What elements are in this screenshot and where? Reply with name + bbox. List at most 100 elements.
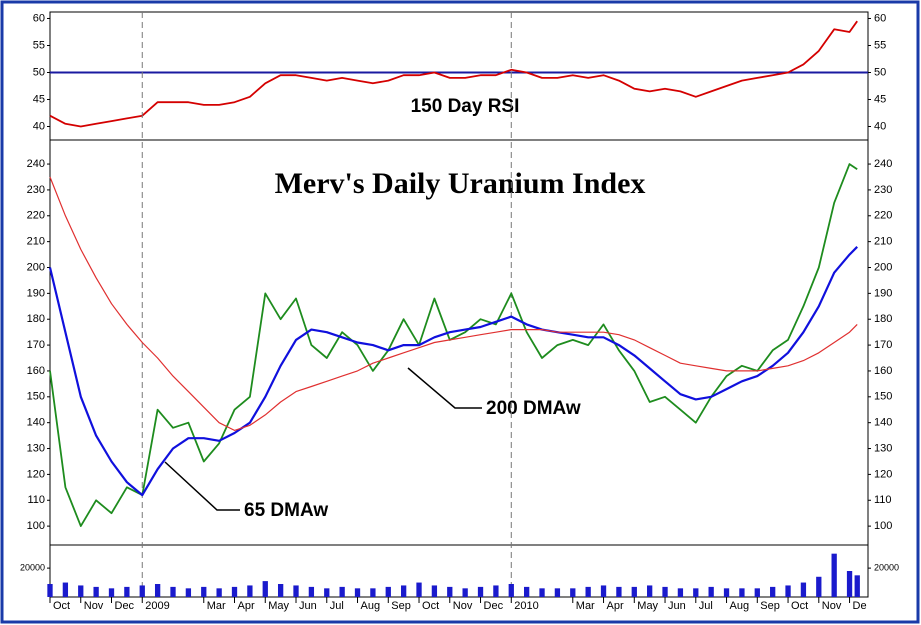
y-tick-label: 50 — [874, 66, 886, 78]
volume-bar — [62, 582, 69, 597]
y-tick-label: 110 — [874, 494, 892, 506]
volume-bar — [124, 586, 130, 597]
volume-bar — [47, 584, 53, 597]
y-tick-label: 45 — [874, 93, 886, 105]
y-tick-label: 130 — [874, 442, 892, 454]
y-tick-label: 170 — [27, 339, 45, 351]
volume-bar — [308, 586, 315, 597]
x-tick-label: Jun — [668, 600, 686, 612]
y-tick-label: 180 — [27, 313, 45, 325]
volume-bar — [78, 585, 84, 597]
volume-bar — [93, 586, 99, 597]
y-tick-label: 45 — [33, 93, 45, 105]
volume-bar — [770, 586, 776, 597]
y-tick-label: 160 — [874, 365, 892, 377]
x-tick-label: Jul — [699, 600, 713, 612]
x-tick-label: Dec — [484, 600, 504, 612]
x-tick-label: De — [853, 600, 867, 612]
leader-line — [164, 461, 240, 511]
y-tick-label: 50 — [33, 66, 45, 78]
volume-bar — [262, 581, 268, 597]
volume-bar — [693, 588, 699, 597]
x-tick-label: Apr — [238, 600, 255, 612]
volume-bar — [570, 588, 576, 597]
y-tick-label: 240 — [27, 158, 45, 170]
volume-bar — [354, 588, 361, 597]
volume-bar — [662, 586, 668, 597]
y-tick-label: 40 — [874, 120, 886, 132]
y-tick-label: 140 — [874, 417, 892, 429]
volume-bar — [462, 588, 468, 597]
plot-frame — [49, 11, 869, 598]
x-tick-label: Oct — [791, 600, 808, 612]
volume-bar — [431, 585, 438, 597]
volume-bar — [846, 571, 853, 597]
volume-bar — [400, 585, 407, 597]
y-tick-label: 20000 — [20, 562, 45, 572]
volume-bar — [231, 586, 238, 597]
line-series — [49, 176, 858, 431]
volume-bar — [524, 586, 530, 597]
volume-bar — [854, 575, 860, 597]
volume-bar — [508, 584, 514, 597]
y-tick-label: 160 — [27, 365, 45, 377]
ma-label: 200 DMAw — [486, 398, 581, 419]
volume-bar — [739, 588, 745, 597]
volume-bar — [277, 584, 284, 597]
x-tick-label: Nov — [84, 600, 104, 612]
volume-bar — [201, 586, 207, 597]
x-tick-label: Aug — [361, 600, 381, 612]
x-tick-label: Nov — [822, 600, 842, 612]
x-tick-label: Sep — [760, 600, 780, 612]
volume-bar — [216, 588, 222, 597]
volume-bar — [324, 588, 330, 597]
volume-bar — [708, 586, 714, 597]
volume-bar — [554, 588, 561, 597]
volume-bar — [816, 576, 822, 597]
volume-bar — [139, 585, 145, 597]
y-tick-label: 100 — [874, 520, 892, 532]
x-tick-label: Oct — [422, 600, 439, 612]
volume-bar — [154, 584, 161, 597]
line-series — [49, 163, 858, 527]
y-tick-label: 220 — [874, 210, 892, 222]
volume-bar — [647, 585, 653, 597]
volume-bar — [723, 588, 730, 597]
y-tick-label: 200 — [874, 261, 892, 273]
volume-bar — [800, 582, 807, 597]
volume-bar — [539, 588, 545, 597]
x-tick-label: Jul — [330, 600, 344, 612]
y-tick-label: 55 — [874, 39, 886, 51]
y-tick-label: 100 — [27, 520, 45, 532]
x-tick-label: Mar — [207, 600, 226, 612]
x-tick-label: Nov — [453, 600, 473, 612]
volume-bar — [631, 586, 637, 597]
volume-bar — [170, 586, 176, 597]
volume-bar — [370, 588, 376, 597]
x-tick-label: Aug — [730, 600, 750, 612]
volume-bar — [585, 586, 591, 597]
y-tick-label: 230 — [27, 184, 45, 196]
x-tick-label: 2010 — [514, 600, 538, 612]
y-tick-label: 180 — [874, 313, 892, 325]
y-tick-label: 20000 — [874, 562, 899, 572]
y-tick-label: 210 — [874, 236, 892, 248]
y-tick-label: 190 — [874, 287, 892, 299]
y-tick-label: 230 — [874, 184, 892, 196]
volume-bar — [477, 586, 484, 597]
rsi-label: 150 Day RSI — [411, 96, 520, 117]
volume-bar — [416, 582, 422, 597]
y-tick-label: 40 — [33, 120, 45, 132]
x-tick-label: 2009 — [145, 600, 169, 612]
volume-bar — [493, 585, 499, 597]
y-tick-label: 140 — [27, 417, 45, 429]
x-tick-label: Apr — [607, 600, 624, 612]
volume-bar — [339, 586, 345, 597]
y-tick-label: 170 — [874, 339, 892, 351]
y-tick-label: 200 — [27, 261, 45, 273]
y-tick-label: 120 — [27, 468, 45, 480]
x-tick-label: Jun — [299, 600, 317, 612]
chart-title: Merv's Daily Uranium Index — [275, 167, 646, 200]
ma-label: 65 DMAw — [244, 500, 328, 521]
volume-bar — [447, 586, 453, 597]
